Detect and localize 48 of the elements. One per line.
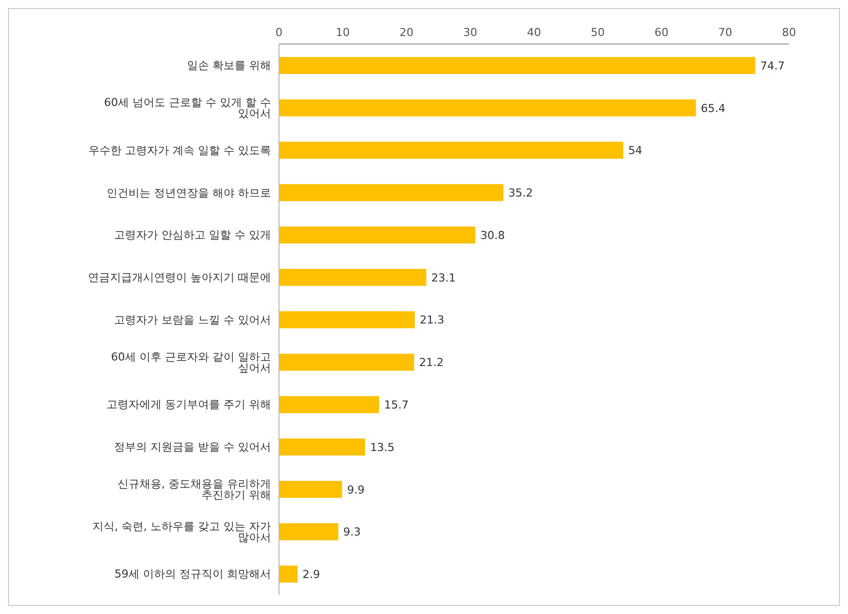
y-tick-label: 정부의 지원금을 받을 수 있어서 [114, 440, 271, 454]
bar [279, 57, 756, 74]
data-label: 21.3 [420, 314, 444, 327]
data-label: 65.4 [700, 102, 726, 115]
bar [279, 184, 504, 202]
x-tick-label: 80 [782, 26, 796, 39]
y-tick-label: 신규채용, 중도채용을 유리하게 추진하기 위해 [118, 477, 271, 502]
x-tick-label: 60 [654, 26, 668, 39]
y-tick-label: 59세 이하의 정규직이 희망해서 [114, 568, 271, 581]
x-tick-label: 50 [590, 26, 605, 39]
bar [279, 268, 426, 286]
bar [279, 354, 414, 371]
bar [279, 226, 476, 244]
data-label: 2.9 [302, 568, 320, 582]
data-label: 9.3 [343, 526, 361, 539]
bar [279, 480, 342, 498]
x-tick-label: 10 [336, 26, 350, 39]
x-tick-label: 20 [400, 26, 414, 39]
y-tick-label: 일손 확보를 위해 [187, 59, 271, 72]
x-tick-label: 40 [527, 26, 541, 39]
data-label: 35.2 [508, 186, 533, 200]
data-label: 74.7 [760, 59, 785, 72]
data-label: 21.2 [419, 356, 444, 370]
data-label: 30.8 [480, 228, 505, 242]
x-tick-label: 0 [276, 26, 282, 39]
bar [279, 438, 366, 456]
bar [279, 99, 696, 116]
x-tick-label: 30 [463, 26, 478, 39]
data-label: 9.9 [347, 483, 365, 496]
bar [279, 396, 380, 414]
data-label: 23.1 [431, 271, 456, 284]
y-tick-label: 고령자에게 동기부여를 주기 위해 [106, 398, 271, 412]
y-tick-label: 지식, 숙련, 노하우를 갖고 있는 자가 많아서 [92, 520, 271, 544]
y-tick-label: 연금지급개시연령이 높아지기 때문에 [88, 271, 271, 284]
y-tick-label: 60세 넘어도 근로할 수 있게 할 수 있어서 [104, 96, 271, 120]
y-tick-label: 우수한 고령자가 계속 일할 수 있도록 [88, 144, 271, 157]
data-label: 54 [628, 144, 642, 158]
data-label: 15.7 [384, 398, 409, 412]
y-tick-label: 인건비는 정년연장을 해야 하므로 [106, 186, 271, 200]
bar [279, 311, 415, 328]
bar [279, 523, 338, 540]
bar [279, 142, 624, 159]
data-label: 13.5 [370, 440, 395, 454]
bar [279, 566, 298, 583]
y-tick-label: 고령자가 보람을 느낄 수 있어서 [114, 313, 271, 326]
y-tick-label: 고령자가 안심하고 일할 수 있게 [114, 228, 271, 242]
y-tick-label: 60세 이후 근로자와 같이 일하고 싶어서 [111, 350, 271, 374]
x-tick-label: 70 [718, 26, 732, 39]
